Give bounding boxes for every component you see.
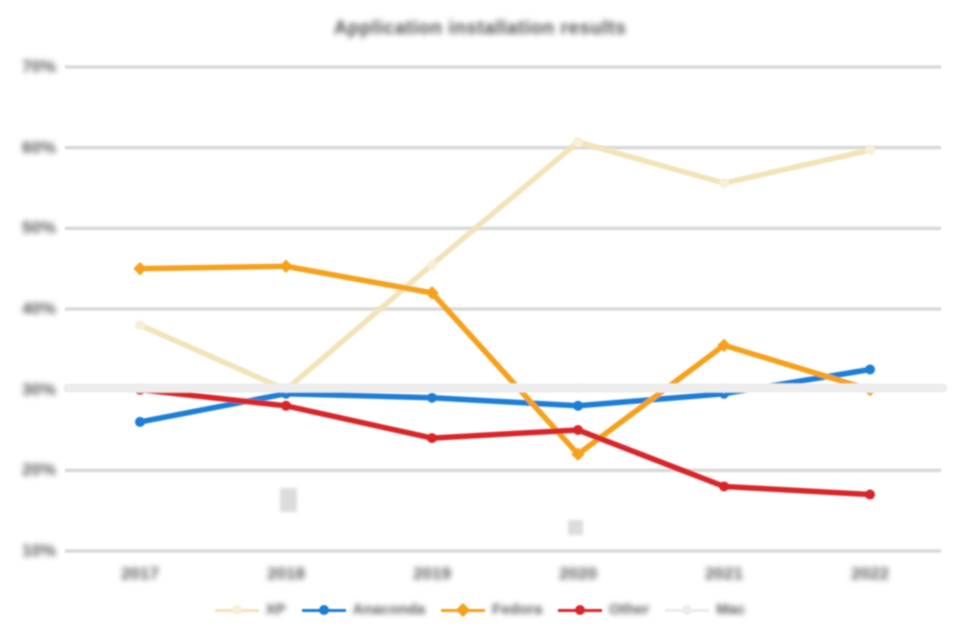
y-tick-label: 30% [21,379,56,399]
series-line-fedora [137,263,873,457]
data-point-marker [719,481,729,492]
legend-swatch-icon [214,605,259,615]
chart-legend: XP Anaconda Fedora Other Mac [0,601,960,619]
data-point-marker [281,400,291,411]
data-point-marker [427,259,437,270]
data-point-marker [133,261,147,276]
legend-swatch-icon [441,602,486,618]
data-point-marker [573,383,583,394]
legend-swatch-icon [301,605,346,615]
data-point-marker [571,447,585,461]
x-tick-label: 2021 [705,564,743,583]
data-point-marker [427,433,437,444]
y-tick-label: 10% [21,541,56,560]
x-tick-label: 2019 [413,564,451,583]
blur-artifact [280,488,297,512]
legend-label: Mac [716,601,746,618]
x-tick-label: 2022 [851,564,889,583]
x-tick-label: 2017 [121,564,159,583]
legend-entry-mac: Mac [665,601,745,619]
y-tick-label: 40% [21,299,56,318]
x-tick-label: 2018 [267,564,305,583]
legend-swatch-icon [665,605,710,615]
data-point-marker [865,383,875,394]
legend-swatch-icon [558,605,603,615]
data-point-marker [865,145,875,156]
legend-entry-xp: XP [214,601,286,619]
y-tick-label: 70% [21,57,56,76]
legend-entry-other: Other [558,601,649,619]
x-tick-label: 2020 [559,564,597,583]
data-point-marker [135,416,145,427]
data-point-marker [865,364,875,375]
y-tick-label: 60% [21,137,56,157]
data-point-marker [573,400,583,411]
legend-entry-anaconda: Anaconda [301,601,426,619]
chart-series-lines [63,137,948,500]
data-point-marker [135,383,145,394]
series-line-xp [137,139,873,393]
legend-entry-fedora: Fedora [441,601,542,619]
y-tick-label: 20% [21,460,56,480]
data-point-marker [427,383,437,394]
chart-title: Application installation results [333,18,627,39]
data-point-marker [865,489,875,500]
data-point-marker [135,320,145,331]
series-line-other [137,386,873,498]
blur-artifact [568,520,583,535]
legend-label: XP [265,601,286,618]
data-point-marker [717,338,731,353]
legend-label: Other [609,601,650,618]
data-point-marker [573,137,583,148]
data-point-marker [425,286,439,300]
data-point-marker [573,425,583,435]
data-point-marker [279,259,293,273]
gridlines [65,65,941,553]
y-tick-label: 50% [21,218,56,238]
legend-label: Anaconda [352,601,426,618]
data-point-marker [719,383,729,394]
data-point-marker [281,383,291,394]
data-point-marker [427,392,437,403]
data-point-marker [719,178,729,189]
legend-label: Fedora [492,601,543,618]
